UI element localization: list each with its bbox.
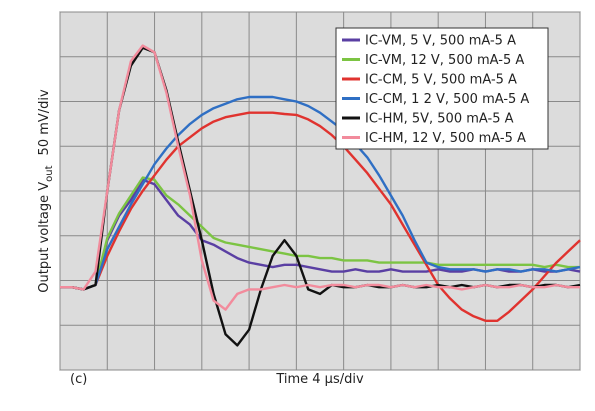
data-line [60, 111, 581, 322]
legend-label: IC-CM, 5 V, 500 mA-5 A [365, 73, 517, 88]
y-label-main: Output voltage V [37, 182, 52, 293]
y-label-unit: 50 mV/div [37, 89, 52, 155]
x-axis-label: Time 4 μs/div [275, 372, 364, 387]
legend-label: IC-VM, 5 V, 500 mA-5 A [365, 34, 516, 49]
data-line [60, 44, 580, 311]
data-line [60, 95, 581, 291]
legend: IC-VM, 5 V, 500 mA-5 A IC-VM, 12 V, 500 m… [335, 27, 549, 150]
legend-label: IC-CM, 1 2 V, 500 mA-5 A [365, 92, 529, 107]
y-label-sub: out [44, 165, 55, 181]
legend-label: IC-HM, 12 V, 500 mA-5 A [365, 131, 526, 146]
panel-label: (c) [70, 372, 87, 387]
legend-label: IC-HM, 5V, 500 mA-5 A [365, 112, 514, 127]
legend-box [335, 27, 549, 150]
legend-label: IC-VM, 12 V, 500 mA-5 A [365, 53, 524, 68]
y-axis-label: Output voltage Vout 50 mV/div [37, 89, 55, 293]
